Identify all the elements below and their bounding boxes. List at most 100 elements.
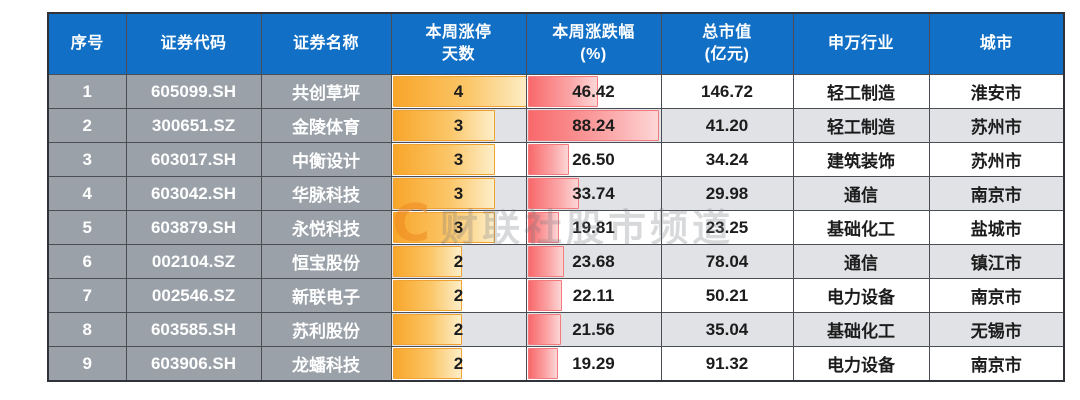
col-header-market-cap: 总市值 (亿元) (660, 12, 794, 75)
weekly-change-bar (527, 314, 562, 345)
limit-up-days-bar (392, 348, 462, 379)
cell-market-cap-value: 50.21 (705, 285, 749, 305)
cell-city-value: 南京市 (970, 186, 1022, 205)
cell-name-value: 华脉科技 (292, 186, 360, 205)
cell-index: 7 (47, 278, 127, 313)
cell-code-value: 603017.SH (150, 149, 237, 169)
cell-industry: 电力设备 (792, 278, 930, 313)
cell-name-value: 新联电子 (292, 288, 360, 307)
col-header-city: 城市 (928, 12, 1065, 75)
cell-industry-value: 电力设备 (827, 356, 895, 375)
limit-up-days-bar (392, 178, 495, 209)
cell-name-value: 金陵体育 (292, 118, 360, 137)
cell-industry-value: 轻工制造 (827, 118, 895, 137)
cell-name: 中衡设计 (260, 142, 392, 177)
cell-limit-up-days: 3 (390, 210, 527, 245)
cell-limit-up-days: 2 (390, 244, 527, 279)
cell-weekly-change: 26.50 (525, 142, 662, 177)
cell-city: 南京市 (928, 176, 1065, 211)
cell-index-value: 3 (82, 149, 92, 169)
cell-limit-up-days: 3 (390, 176, 527, 211)
cell-code-value: 300651.SZ (151, 115, 236, 135)
cell-industry-value: 通信 (844, 186, 878, 205)
cell-name: 新联电子 (260, 278, 392, 313)
weekly-change-bar (527, 144, 569, 175)
limit-up-days-bar (392, 280, 462, 311)
cell-market-cap: 35.04 (660, 312, 794, 347)
col-header-name: 证券名称 (260, 12, 392, 75)
cell-market-cap: 146.72 (660, 74, 794, 109)
cell-city-value: 苏州市 (970, 152, 1022, 171)
cell-market-cap-value: 91.32 (705, 353, 749, 373)
cell-city: 无锡市 (928, 312, 1065, 347)
cell-code-value: 603042.SH (150, 183, 237, 203)
cell-market-cap: 50.21 (660, 278, 794, 313)
cell-code-value: 605099.SH (150, 81, 237, 101)
cell-index: 1 (47, 74, 127, 109)
cell-industry: 建筑装饰 (792, 142, 930, 177)
limit-up-days-bar-value: 2 (453, 251, 464, 271)
cell-code: 603042.SH (125, 176, 262, 211)
cell-limit-up-days: 2 (390, 278, 527, 313)
cell-code: 002104.SZ (125, 244, 262, 279)
cell-weekly-change: 22.11 (525, 278, 662, 313)
cell-market-cap: 78.04 (660, 244, 794, 279)
cell-name: 华脉科技 (260, 176, 392, 211)
cell-code-value: 603879.SH (150, 217, 237, 237)
cell-code-value: 002546.SZ (151, 285, 236, 305)
cell-name-value: 共创草坪 (292, 84, 360, 103)
cell-weekly-change: 23.68 (525, 244, 662, 279)
limit-up-days-bar-value: 2 (453, 285, 464, 305)
cell-city-value: 苏州市 (970, 118, 1022, 137)
cell-index-value: 9 (82, 353, 92, 373)
cell-weekly-change: 46.42 (525, 74, 662, 109)
cell-industry: 通信 (792, 176, 930, 211)
cell-industry: 基础化工 (792, 312, 930, 347)
table-row: 4 603042.SH 华脉科技 3 33.74 29.98 通信 南京市 (47, 176, 1065, 211)
cell-city: 盐城市 (928, 210, 1065, 245)
limit-up-days-bar-value: 2 (453, 319, 464, 339)
cell-weekly-change: 21.56 (525, 312, 662, 347)
cell-industry: 电力设备 (792, 346, 930, 382)
limit-up-days-bar-value: 3 (453, 183, 464, 203)
cell-index-value: 4 (82, 183, 92, 203)
cell-market-cap-value: 146.72 (701, 81, 753, 101)
cell-code: 605099.SH (125, 74, 262, 109)
cell-name: 龙蟠科技 (260, 346, 392, 382)
table-body: 1 605099.SH 共创草坪 4 46.42 146.72 轻工制造 淮安市 2 300651… (47, 74, 1065, 382)
cell-industry-value: 建筑装饰 (827, 152, 895, 171)
cell-name: 恒宝股份 (260, 244, 392, 279)
weekly-change-bar (527, 76, 598, 107)
limit-up-days-bar-value: 3 (453, 217, 464, 237)
cell-weekly-change: 88.24 (525, 108, 662, 143)
cell-city: 苏州市 (928, 142, 1065, 177)
table-row: 8 603585.SH 苏利股份 2 21.56 35.04 基础化工 无锡市 (47, 312, 1065, 347)
cell-industry-value: 基础化工 (827, 220, 895, 239)
cell-industry: 通信 (792, 244, 930, 279)
col-header-weekly-change: 本周涨跌幅 (%) (525, 12, 662, 75)
cell-index-value: 5 (82, 217, 92, 237)
table-row: 9 603906.SH 龙蟠科技 2 19.29 91.32 电力设备 南京市 (47, 346, 1065, 382)
limit-up-days-bar (392, 144, 495, 175)
cell-limit-up-days: 3 (390, 142, 527, 177)
cell-weekly-change: 19.29 (525, 346, 662, 382)
weekly-change-bar (527, 212, 559, 243)
cell-market-cap-value: 29.98 (705, 183, 749, 203)
cell-index: 2 (47, 108, 127, 143)
cell-code-value: 603585.SH (150, 319, 237, 339)
cell-index: 8 (47, 312, 127, 347)
cell-industry: 基础化工 (792, 210, 930, 245)
cell-limit-up-days: 2 (390, 346, 527, 382)
cell-city: 南京市 (928, 278, 1065, 313)
cell-industry-value: 基础化工 (827, 322, 895, 341)
cell-city-value: 无锡市 (970, 322, 1022, 341)
cell-city: 淮安市 (928, 74, 1065, 109)
cell-code: 603879.SH (125, 210, 262, 245)
cell-city: 苏州市 (928, 108, 1065, 143)
cell-code-value: 603906.SH (150, 353, 237, 373)
cell-name: 共创草坪 (260, 74, 392, 109)
cell-city-value: 镇江市 (970, 254, 1022, 273)
cell-market-cap-value: 35.04 (705, 319, 749, 339)
cell-name-value: 苏利股份 (292, 322, 360, 341)
